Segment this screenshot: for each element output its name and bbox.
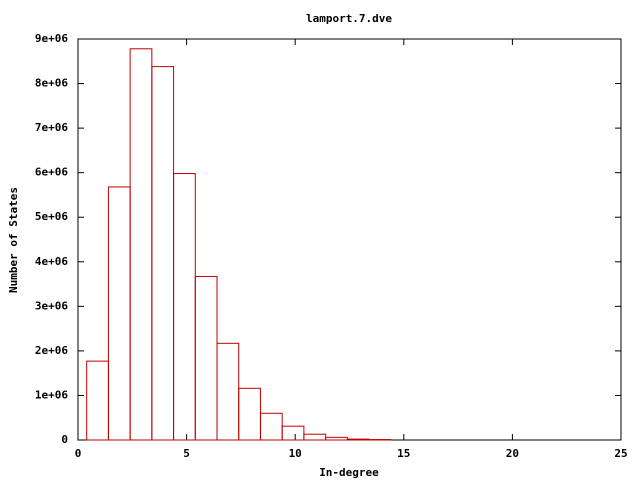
y-tick-label: 0 [61,433,68,446]
x-tick-label: 10 [289,447,302,460]
x-tick-label: 15 [397,447,410,460]
bar [303,433,327,441]
y-tick-label: 8e+06 [35,77,68,90]
plot-frame [77,38,622,441]
bar [346,438,370,441]
bar [151,66,175,441]
y-tick-label: 1e+06 [35,388,68,401]
y-tick-label: 5e+06 [35,210,68,223]
y-axis-label: Number of States [7,187,20,293]
y-tick-label: 2e+06 [35,344,68,357]
bar [281,425,305,441]
x-axis-label: In-degree [319,466,379,479]
bar [129,48,153,441]
y-tick-label: 3e+06 [35,299,68,312]
y-tick-label: 7e+06 [35,121,68,134]
bar [107,186,131,441]
x-tick-label: 5 [183,447,190,460]
chart-title: lamport.7.dve [306,12,392,25]
bar [86,360,109,441]
bar [259,412,283,441]
y-tick-label: 9e+06 [35,32,68,45]
bar [238,387,261,441]
x-tick-label: 20 [506,447,519,460]
bar [325,436,348,441]
x-tick-label: 25 [614,447,627,460]
y-tick-label: 6e+06 [35,166,68,179]
y-tick-label: 4e+06 [35,255,68,268]
bar [173,173,196,441]
bar [194,275,218,441]
bar [216,342,240,441]
x-tick-label: 0 [75,447,82,460]
